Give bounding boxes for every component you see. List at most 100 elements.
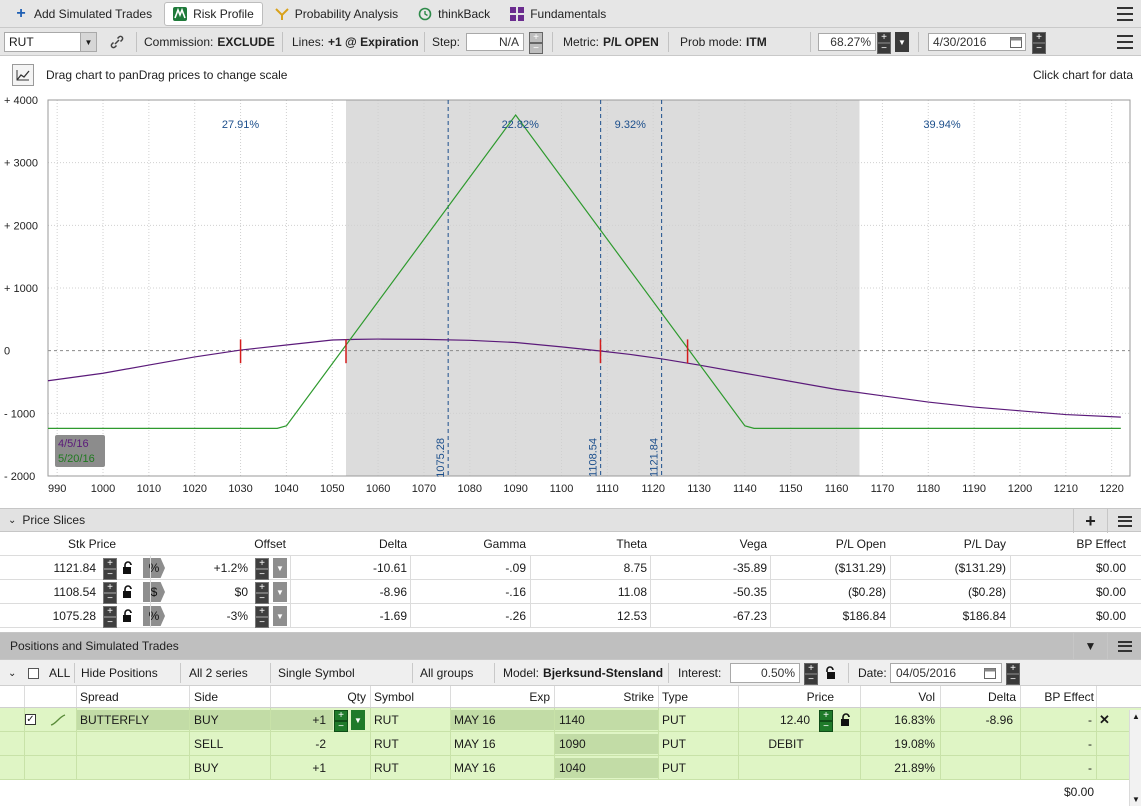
slice-offset[interactable]: -3%	[226, 609, 248, 623]
unlock-icon[interactable]	[122, 585, 134, 599]
exp-cell[interactable]: MAY 16	[454, 713, 496, 727]
spread-cell[interactable]: BUTTERFLY	[80, 713, 150, 727]
price-lock-icon[interactable]	[840, 713, 852, 727]
positions-date-input[interactable]: 04/05/2016	[890, 663, 1002, 683]
date-input[interactable]: 4/30/2016	[928, 33, 1026, 51]
step-input[interactable]: N/A	[466, 33, 524, 51]
date-stepper[interactable]: + −	[1032, 32, 1046, 54]
offset-mode-tag[interactable]: $	[143, 582, 165, 602]
tab-fundamentals[interactable]: Fundamentals	[502, 2, 614, 26]
series-line-expiration	[48, 114, 1121, 429]
model-setting[interactable]: Model: Bjerksund-Stensland	[503, 660, 663, 686]
strike-cell[interactable]: 1140	[559, 713, 585, 727]
strike-cell[interactable]: 1090	[559, 737, 586, 751]
select-all-checkbox[interactable]	[28, 660, 39, 686]
strike-cell[interactable]: 1040	[559, 761, 586, 775]
lines-setting[interactable]: Lines: +1 @ Expiration	[292, 28, 419, 56]
side-cell[interactable]: BUY	[194, 713, 219, 727]
chevron-down-icon[interactable]: ⌄	[8, 514, 17, 526]
groups-filter[interactable]: All groups	[420, 666, 474, 680]
slice-stk-price[interactable]: 1121.84	[53, 561, 97, 575]
exp-cell[interactable]: MAY 16	[454, 761, 496, 775]
price-cell[interactable]: DEBIT	[768, 737, 804, 751]
offset-dropdown-icon[interactable]: ▼	[273, 606, 287, 626]
tabs-menu-icon[interactable]	[1117, 6, 1133, 21]
hide-positions-button[interactable]: Hide Positions	[81, 666, 158, 680]
qty-stepper[interactable]: + −	[334, 710, 348, 732]
probability-dropdown-icon[interactable]: ▼	[895, 32, 909, 52]
type-cell[interactable]: PUT	[662, 737, 686, 751]
slice-price-stepper[interactable]: + −	[103, 606, 117, 628]
unlock-icon[interactable]	[122, 609, 134, 623]
exp-cell[interactable]: MAY 16	[454, 737, 496, 751]
offset-dropdown-icon[interactable]: ▼	[273, 582, 287, 602]
tab-add-simulated-trades[interactable]: + Add Simulated Trades	[6, 2, 160, 26]
type-cell[interactable]: PUT	[662, 713, 686, 727]
expand-all-icon[interactable]: ⌄	[8, 667, 17, 679]
slice-price-stepper[interactable]: + −	[103, 558, 117, 580]
probability-stepper[interactable]: + −	[877, 32, 891, 54]
interest-stepper[interactable]: + −	[804, 663, 818, 685]
offset-mode-tag[interactable]: %	[143, 606, 165, 626]
side-cell[interactable]: BUY	[194, 761, 219, 775]
symbol-selector[interactable]: RUT ▼	[4, 32, 97, 52]
toolbar-menu-icon[interactable]	[1117, 35, 1133, 49]
price-slices-header[interactable]: ⌄ Price Slices +	[0, 508, 1141, 533]
chart-header: Drag chart to panDrag prices to change s…	[0, 56, 1141, 94]
tab-probability-analysis[interactable]: Probability Analysis	[267, 2, 406, 26]
risk-profile-svg[interactable]: + 4000 + 3000 + 2000 + 1000 0 - 1000 - 2000 990…	[0, 94, 1141, 508]
tab-thinkback[interactable]: thinkBack	[410, 2, 498, 26]
offset-stepper[interactable]: + −	[255, 582, 269, 604]
positions-menu-icon[interactable]	[1107, 633, 1141, 659]
type-cell[interactable]: PUT	[662, 761, 686, 775]
offset-mode-tag[interactable]: %	[143, 558, 165, 578]
positions-header[interactable]: Positions and Simulated Trades ▼	[0, 632, 1141, 660]
slice-offset[interactable]: $0	[234, 585, 248, 599]
interest-lock-icon[interactable]	[824, 660, 836, 686]
slice-offset[interactable]: +1.2%	[213, 561, 248, 575]
offset-stepper[interactable]: + −	[255, 558, 269, 580]
qty-cell[interactable]: +1	[312, 713, 326, 727]
remove-trade-icon[interactable]: ✕	[1099, 712, 1110, 727]
add-slice-icon[interactable]: +	[1073, 509, 1107, 533]
step-stepper[interactable]: + −	[529, 32, 543, 54]
chevron-down-icon[interactable]: ▼	[80, 33, 96, 51]
price-stepper[interactable]: + −	[819, 710, 833, 732]
commission-setting[interactable]: Commission: EXCLUDE	[144, 28, 275, 56]
slice-stk-price[interactable]: 1108.54	[53, 585, 97, 599]
prob-mode-setting[interactable]: Prob mode: ITM	[680, 28, 767, 56]
qty-cell[interactable]: +1	[312, 761, 326, 775]
qty-cell[interactable]: -2	[315, 737, 326, 751]
metric-setting[interactable]: Metric: P/L OPEN	[563, 28, 659, 56]
slice-price-stepper[interactable]: + −	[103, 582, 117, 604]
price-cell[interactable]: 12.40	[779, 713, 810, 727]
unlock-icon[interactable]	[122, 561, 134, 575]
positions-collapse-icon[interactable]: ▼	[1073, 633, 1107, 659]
position-row[interactable]: BUY +1 RUT MAY 16 1040 PUT 21.89% -	[0, 756, 1141, 780]
interest-input[interactable]: 0.50%	[730, 663, 800, 683]
position-row[interactable]: ✓ + − ▼ + − ✕ BUTTERFLY BUY +1 RUT MAY 16 1140 PUT 12.…	[0, 708, 1141, 732]
symbol-mode-filter[interactable]: Single Symbol	[278, 666, 355, 680]
position-row[interactable]: SELL -2 RUT MAY 16 1090 PUT DEBIT 19.08% -	[0, 732, 1141, 756]
scroll-up-icon[interactable]: ▲	[1132, 712, 1140, 721]
price-slices-menu-icon[interactable]	[1107, 509, 1141, 533]
side-cell[interactable]: SELL	[194, 737, 224, 751]
probability-label: 22.82%	[502, 119, 540, 131]
slice-stk-price[interactable]: 1075.28	[52, 609, 96, 623]
risk-profile-chart[interactable]: + 4000 + 3000 + 2000 + 1000 0 - 1000 - 2000 990…	[0, 94, 1141, 508]
offset-dropdown-icon[interactable]: ▼	[273, 558, 287, 578]
qty-dropdown-icon[interactable]: ▼	[351, 710, 365, 730]
calendar-icon[interactable]	[1010, 28, 1022, 56]
link-icon[interactable]	[110, 28, 124, 56]
positions-calendar-icon[interactable]	[984, 660, 996, 686]
scroll-down-icon[interactable]: ▼	[1132, 795, 1140, 804]
row-checkbox[interactable]: ✓	[25, 714, 36, 725]
series-filter[interactable]: All 2 series	[189, 666, 248, 680]
positions-scrollbar[interactable]: ▲ ▼	[1129, 710, 1141, 806]
price-cell[interactable]	[738, 756, 810, 780]
tab-risk-profile[interactable]: Risk Profile	[164, 1, 263, 26]
positions-date-stepper[interactable]: + −	[1006, 663, 1020, 685]
chart-type-icon[interactable]	[12, 64, 34, 86]
offset-stepper[interactable]: + −	[255, 606, 269, 628]
probability-range-input[interactable]: 68.27%	[818, 33, 876, 51]
